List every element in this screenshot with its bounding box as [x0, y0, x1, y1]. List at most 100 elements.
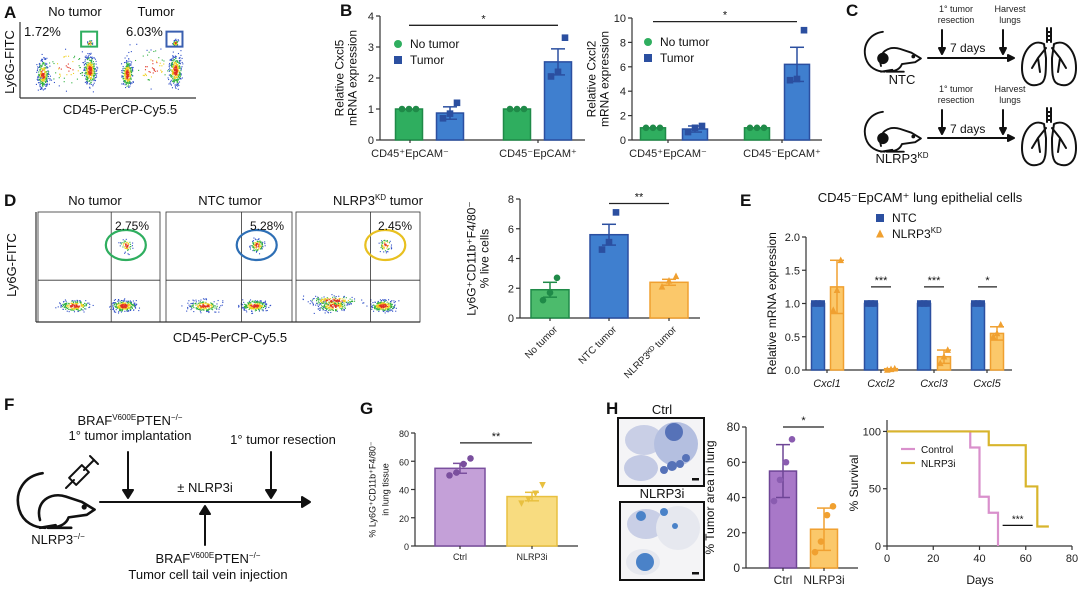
event-dot [130, 77, 132, 79]
event-dot [326, 301, 328, 303]
event-dot [330, 304, 332, 307]
event-dot [87, 57, 89, 59]
event-dot [260, 247, 263, 249]
event-dot [173, 64, 175, 66]
event-dot [46, 57, 48, 59]
event-dot [94, 58, 96, 60]
event-dot [251, 305, 253, 307]
event-dot [124, 77, 126, 79]
event-dot [379, 251, 381, 253]
event-dot [244, 306, 246, 308]
event-dot [88, 65, 90, 67]
event-dot [130, 78, 132, 80]
event-dot [208, 308, 210, 311]
event-dot [72, 69, 74, 71]
event-dot [42, 84, 44, 86]
event-dot [80, 308, 82, 310]
event-dot [259, 245, 261, 248]
event-dot [254, 300, 256, 302]
event-dot [35, 83, 37, 85]
event-dot [175, 75, 177, 77]
event-dot [118, 303, 120, 305]
event-dot [200, 309, 202, 311]
event-dot [66, 303, 68, 305]
event-dot [73, 306, 75, 308]
event-dot [118, 311, 120, 313]
event-dot [259, 242, 262, 244]
event-dot [386, 307, 388, 309]
event-dot [42, 82, 44, 84]
event-dot [174, 70, 176, 72]
event-dot [319, 304, 321, 306]
event-dot [258, 309, 260, 311]
event-dot [261, 305, 263, 307]
event-dot [212, 309, 214, 311]
event-dot [126, 79, 129, 81]
event-dot [382, 306, 384, 308]
event-dot [259, 302, 261, 304]
significance-label: * [723, 10, 728, 22]
event-dot [124, 305, 126, 307]
event-dot [263, 303, 265, 305]
step-label: lungs [999, 15, 1021, 25]
event-dot [261, 303, 263, 305]
event-dot [92, 75, 94, 77]
event-dot [127, 249, 129, 252]
event-dot [127, 79, 129, 81]
event-dot [41, 80, 44, 82]
event-dot [206, 310, 208, 313]
event-dot [211, 303, 213, 305]
event-dot [131, 70, 133, 72]
event-dot [55, 72, 57, 74]
data-point [446, 472, 453, 479]
gene: PTEN [136, 413, 171, 428]
event-dot [43, 77, 45, 79]
event-dot [77, 301, 79, 303]
event-dot [262, 309, 264, 311]
event-dot [78, 306, 80, 308]
flow-plots-a [35, 30, 184, 93]
event-dot [120, 299, 122, 302]
event-dot [71, 305, 73, 307]
event-dot [175, 55, 177, 57]
event-dot [170, 76, 172, 78]
event-dot [68, 303, 70, 305]
event-dot [255, 239, 257, 241]
event-dot [123, 303, 125, 305]
event-dot [120, 307, 122, 309]
event-dot [265, 303, 267, 305]
event-dot [171, 43, 174, 45]
event-dot [58, 85, 60, 87]
event-dot [172, 69, 174, 71]
event-dot [258, 301, 260, 303]
event-dot [90, 56, 92, 58]
event-dot [324, 298, 326, 300]
data-point [746, 124, 754, 132]
event-dot [325, 303, 327, 305]
event-dot [85, 78, 87, 80]
event-dot [258, 305, 261, 307]
y-tick-label: 40 [399, 486, 409, 496]
event-dot [251, 312, 253, 315]
event-dot [381, 241, 384, 243]
event-dot [92, 42, 94, 44]
legend-label: NTC [892, 211, 917, 225]
event-dot [44, 71, 46, 73]
event-dot [124, 240, 126, 242]
event-dot [257, 300, 259, 302]
event-dot [388, 299, 390, 301]
event-dot [251, 308, 253, 310]
event-dot [253, 306, 255, 308]
event-dot [87, 52, 89, 55]
event-dot [148, 79, 150, 81]
event-dot [175, 42, 177, 44]
event-dot [43, 67, 45, 69]
event-dot [123, 72, 125, 75]
event-dot [42, 77, 44, 79]
event-dot [88, 67, 90, 69]
event-dot [248, 304, 250, 307]
event-dot [385, 252, 387, 254]
event-dot [352, 300, 354, 303]
event-dot [317, 308, 319, 310]
group-label: NTC [889, 72, 916, 87]
